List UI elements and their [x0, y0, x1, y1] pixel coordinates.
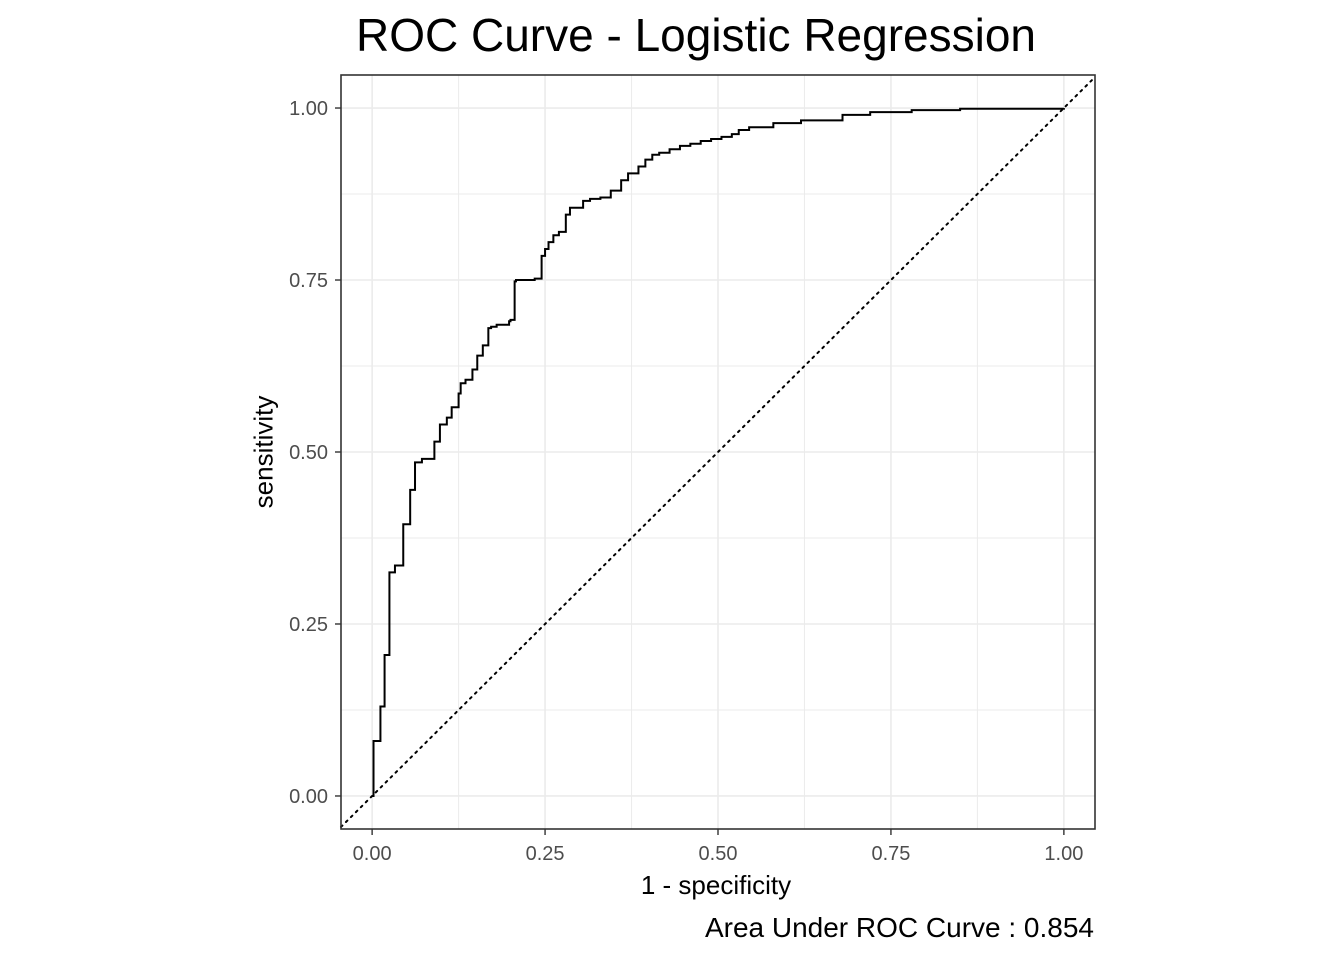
- x-tick-label: 0.50: [699, 843, 738, 865]
- x-axis-label: 1 - specificity: [640, 870, 792, 900]
- y-axis-label: sensitivity: [248, 395, 279, 509]
- diagonal-layer: [340, 76, 1096, 828]
- diagonal-reference-line: [340, 76, 1096, 828]
- y-tick-label: 1.00: [289, 98, 328, 120]
- auc-caption: Area Under ROC Curve : 0.854: [704, 912, 1094, 943]
- y-tick-label: 0.00: [289, 786, 328, 808]
- x-tick-label: 0.25: [526, 843, 565, 865]
- x-tick-label: 0.75: [871, 843, 910, 865]
- curve-layer: [372, 107, 1065, 797]
- y-ticks: 0.00 0.25 0.50 0.75 1.00: [289, 98, 341, 808]
- y-tick-label: 0.50: [289, 442, 328, 464]
- x-ticks: 0.00 0.25 0.50 0.75 1.00: [353, 829, 1083, 865]
- roc-curve-line: [372, 107, 1065, 797]
- chart-title: ROC Curve - Logistic Regression: [355, 9, 1036, 61]
- x-tick-label: 0.00: [353, 843, 392, 865]
- x-tick-label: 1.00: [1044, 843, 1083, 865]
- y-tick-label: 0.75: [289, 270, 328, 292]
- y-tick-label: 0.25: [289, 614, 328, 636]
